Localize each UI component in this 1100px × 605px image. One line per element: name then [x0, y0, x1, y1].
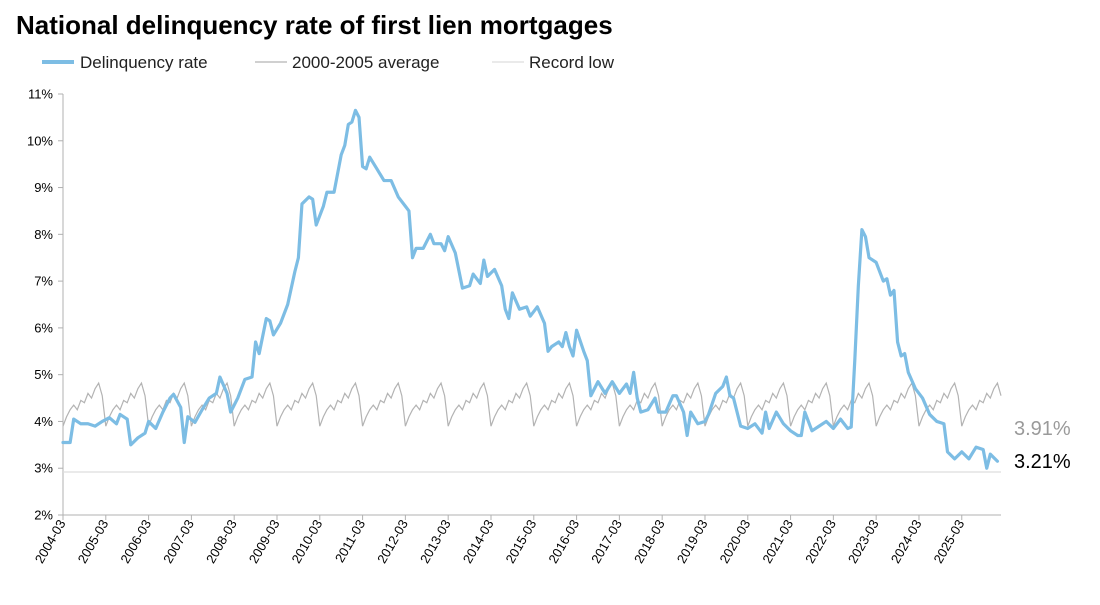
legend-label-record-low: Record low: [529, 53, 615, 72]
y-tick-label: 8%: [34, 227, 53, 242]
x-tick-label: 2004-03: [32, 517, 69, 566]
x-tick-label: 2018-03: [631, 517, 668, 566]
legend-label-average: 2000-2005 average: [292, 53, 439, 72]
y-tick-label: 2%: [34, 508, 53, 523]
x-tick-label: 2017-03: [588, 517, 625, 566]
delinquency-line: [61, 108, 1000, 470]
y-tick-label: 4%: [34, 414, 53, 429]
x-tick-label: 2013-03: [417, 517, 454, 566]
x-tick-label: 2020-03: [717, 517, 754, 566]
x-tick-label: 2014-03: [460, 517, 497, 566]
average-line: [62, 381, 1002, 427]
y-tick-label: 9%: [34, 180, 53, 195]
x-tick-label: 2008-03: [203, 517, 240, 566]
y-tick-label: 6%: [34, 320, 53, 335]
y-tick-label: 7%: [34, 274, 53, 289]
legend: Delinquency rate 2000-2005 average Recor…: [42, 53, 615, 72]
x-tick-label: 2011-03: [332, 517, 368, 565]
x-tick-label: 2023-03: [845, 517, 882, 566]
y-tick-label: 3%: [34, 461, 53, 476]
x-tick-label: 2015-03: [503, 517, 540, 566]
end-label-delinquency: 3.21%: [1014, 451, 1071, 473]
x-tick-label: 2022-03: [802, 517, 839, 566]
x-tick-label: 2009-03: [246, 517, 283, 566]
x-tick-label: 2005-03: [75, 517, 112, 566]
x-tick-label: 2007-03: [160, 517, 197, 566]
x-tick-label: 2010-03: [289, 517, 326, 566]
y-tick-label: 5%: [34, 367, 53, 382]
legend-label-delinquency: Delinquency rate: [80, 53, 208, 72]
x-tick-label: 2021-03: [759, 517, 796, 566]
x-tick-label: 2019-03: [674, 517, 711, 566]
end-label-average: 3.91%: [1014, 418, 1071, 440]
x-tick-label: 2016-03: [545, 517, 582, 566]
y-tick-label: 11%: [28, 87, 53, 102]
x-tick-label: 2012-03: [374, 517, 411, 566]
x-tick-label: 2006-03: [117, 517, 154, 566]
x-tick-label: 2025-03: [931, 517, 968, 566]
chart-title: National delinquency rate of first lien …: [16, 10, 613, 40]
plot-area: 2% 3% 4% 5% 6% 7% 8% 9% 10% 11% 2004-03 2005-03 2006…: [27, 87, 1002, 566]
x-tick-label: 2024-03: [888, 517, 925, 566]
y-tick-label: 10%: [27, 133, 53, 148]
